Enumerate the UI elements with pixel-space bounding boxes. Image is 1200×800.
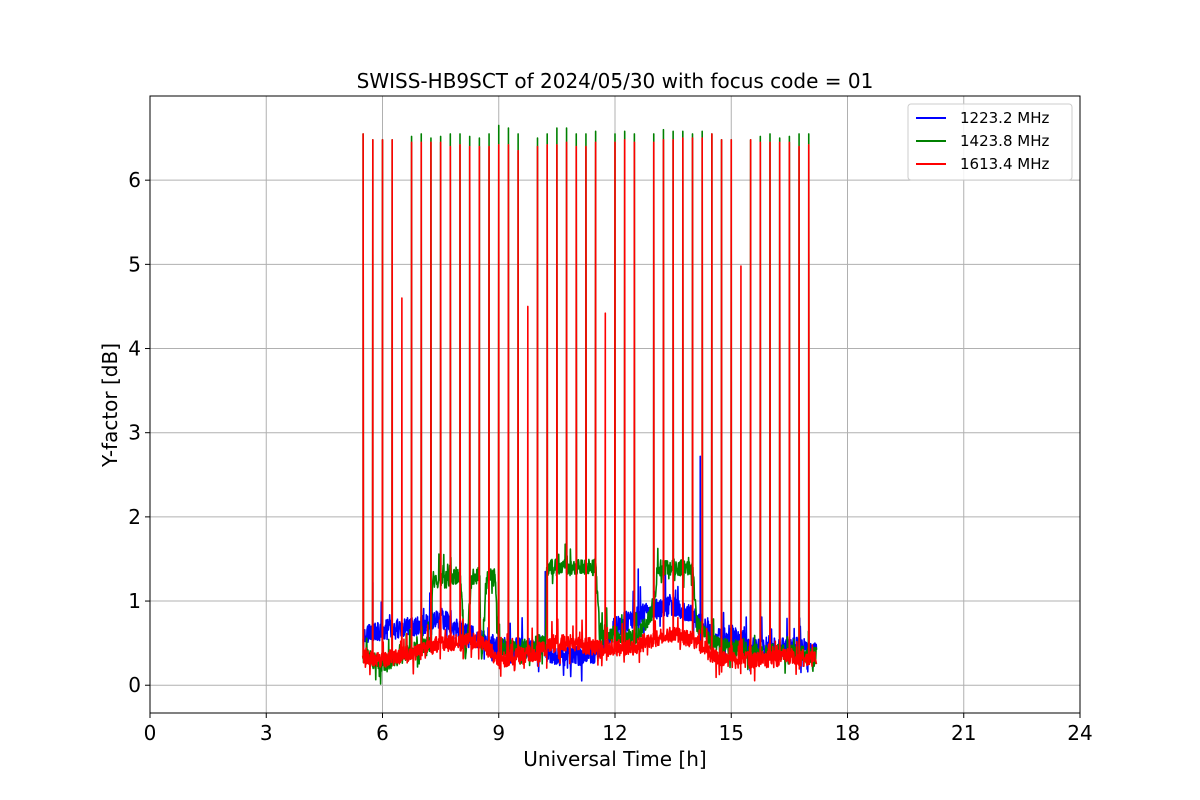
- legend-label: 1223.2 MHz: [960, 109, 1049, 127]
- y-tick-label: 2: [128, 505, 141, 529]
- series-line-1613-4-mhz: [361, 133, 818, 682]
- x-tick-label: 3: [260, 721, 273, 745]
- y-tick-label: 6: [128, 168, 141, 192]
- x-tick-label: 24: [1067, 721, 1092, 745]
- x-tick-label: 6: [376, 721, 389, 745]
- y-tick-label: 4: [128, 337, 141, 361]
- x-tick-label: 9: [492, 721, 505, 745]
- y-tick-label: 1: [128, 589, 141, 613]
- x-tick-label: 21: [951, 721, 976, 745]
- y-tick-label: 0: [128, 673, 141, 697]
- x-axis-label: Universal Time [h]: [523, 747, 706, 771]
- x-tick-label: 18: [835, 721, 860, 745]
- legend: 1223.2 MHz 1423.8 MHz 1613.4 MHz: [907, 103, 1073, 181]
- chart-title: SWISS-HB9SCT of 2024/05/30 with focus co…: [357, 69, 874, 93]
- legend-box: [907, 103, 1073, 181]
- y-axis-label: Y-factor [dB]: [98, 343, 122, 468]
- y-tick-label: 5: [128, 252, 141, 276]
- series-layer: [361, 124, 818, 685]
- legend-label: 1613.4 MHz: [960, 155, 1049, 173]
- x-tick-label: 0: [144, 721, 157, 745]
- legend-label: 1423.8 MHz: [960, 132, 1049, 150]
- x-tick-label: 12: [602, 721, 627, 745]
- x-tick-label: 15: [719, 721, 744, 745]
- y-tick-label: 3: [128, 421, 141, 445]
